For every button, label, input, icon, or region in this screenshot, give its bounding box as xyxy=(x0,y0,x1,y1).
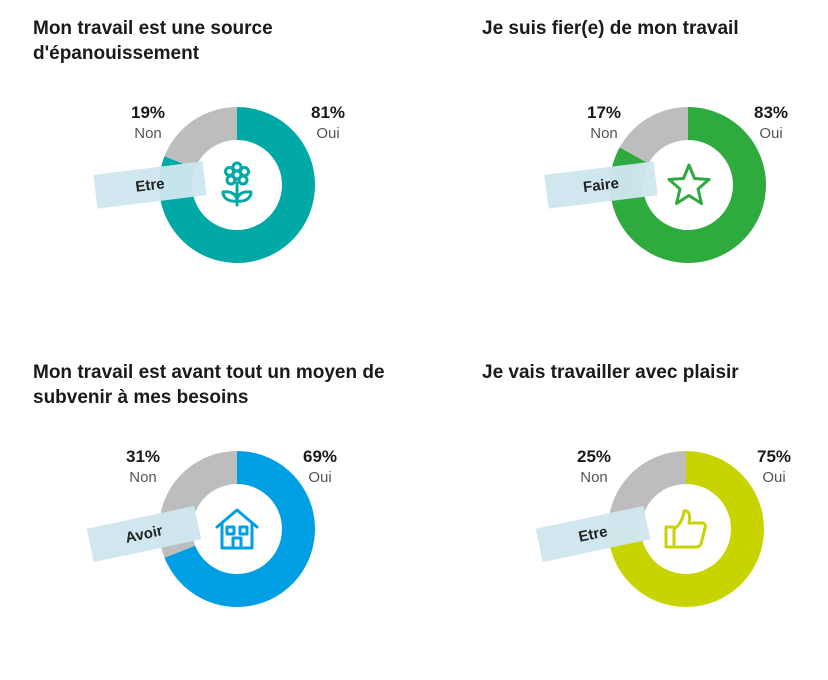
chart-panel-4: Je vais travailler avec plaisir 25% Non … xyxy=(482,360,828,680)
chart-title: Mon travail est une source d'épanouissem… xyxy=(33,18,273,64)
oui-category-label: Oui xyxy=(762,469,786,486)
oui-percent-label: 75% xyxy=(756,447,792,466)
donut-chart xyxy=(159,107,315,263)
flower-icon xyxy=(221,161,253,207)
donut-slice-oui xyxy=(164,451,315,607)
chart-title: Je vais travailler avec plaisir xyxy=(482,362,739,383)
non-percent-label: 31% xyxy=(125,447,161,466)
chart-panel-1: Mon travail est une source d'épanouissem… xyxy=(33,16,433,336)
non-percent-label: 25% xyxy=(576,447,612,466)
oui-category-label: Oui xyxy=(316,125,340,142)
donut-slice-oui xyxy=(610,107,766,263)
chart-title: Mon travail est avant tout un moyen de s… xyxy=(33,362,385,408)
donut-chart xyxy=(610,107,766,263)
house-icon xyxy=(215,508,259,550)
non-percent-label: 17% xyxy=(586,103,622,122)
oui-category-label: Oui xyxy=(759,125,783,142)
oui-percent-label: 81% xyxy=(310,103,346,122)
donut-slice-oui xyxy=(608,451,764,607)
non-category-label: Non xyxy=(590,125,618,142)
chart-panel-2: Je suis fier(e) de mon travail 17% Non 8… xyxy=(482,16,828,336)
non-category-label: Non xyxy=(129,469,157,486)
donut-slice-non xyxy=(164,107,237,169)
oui-percent-label: 83% xyxy=(753,103,789,122)
non-category-label: Non xyxy=(134,125,162,142)
non-category-label: Non xyxy=(580,469,608,486)
oui-percent-label: 69% xyxy=(302,447,338,466)
donut-slice-oui xyxy=(159,107,315,263)
thumbs-up-icon xyxy=(664,509,707,549)
non-percent-label: 19% xyxy=(130,103,166,122)
star-icon xyxy=(667,163,711,205)
chart-title: Je suis fier(e) de mon travail xyxy=(482,18,739,39)
oui-category-label: Oui xyxy=(308,469,332,486)
chart-panel-3: Mon travail est avant tout un moyen de s… xyxy=(33,360,433,680)
donut-slice-non xyxy=(619,107,688,164)
